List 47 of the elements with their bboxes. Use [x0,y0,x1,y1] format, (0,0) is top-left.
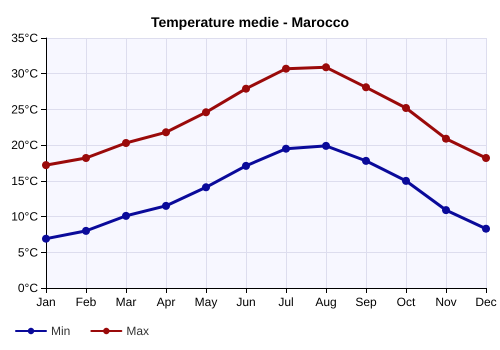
x-tick-label: Jul [278,295,294,309]
y-tick-label: 0°C [18,281,38,295]
point [242,84,250,93]
x-tick-label: May [194,295,218,309]
point [442,134,450,143]
point [242,162,250,170]
point [442,206,450,214]
x-tick-label: Apr [156,295,176,309]
x-tick-label: Nov [435,295,457,309]
y-tick-label: 20°C [11,138,38,152]
point [402,104,410,112]
y-tick-label: 25°C [11,102,38,116]
y-tick-label: 30°C [11,66,38,81]
point [282,64,290,73]
y-tick-label: 10°C [11,210,38,224]
x-tick-label: Feb [76,295,97,309]
x-tick-label: Dec [475,295,497,309]
y-tick-label: 5°C [18,245,38,260]
point [202,108,210,116]
point [402,176,410,185]
point [42,234,50,243]
legend-label: Max [126,324,150,338]
point [322,142,330,150]
point [202,183,210,192]
point [82,154,90,162]
point [282,144,290,153]
x-tick-label: Sep [355,295,377,309]
point [82,226,90,235]
y-tick-label: 15°C [11,174,38,188]
y-tick-label: 35°C [11,31,38,45]
point [362,83,370,92]
x-tick-label: Oct [396,295,416,309]
point [482,224,490,233]
point [362,156,370,165]
point [42,161,50,170]
x-tick-label: Jan [36,295,56,309]
chart-title: Temperature medie - Marocco [150,14,350,30]
x-tick-label: Mar [116,295,136,309]
point [122,139,130,147]
point [162,202,170,210]
legend-label: Min [51,324,70,338]
point [162,128,170,136]
point [322,63,330,72]
x-tick-label: Aug [315,295,337,309]
x-tick-label: Jun [236,295,256,309]
point [122,212,130,220]
point [482,154,490,162]
